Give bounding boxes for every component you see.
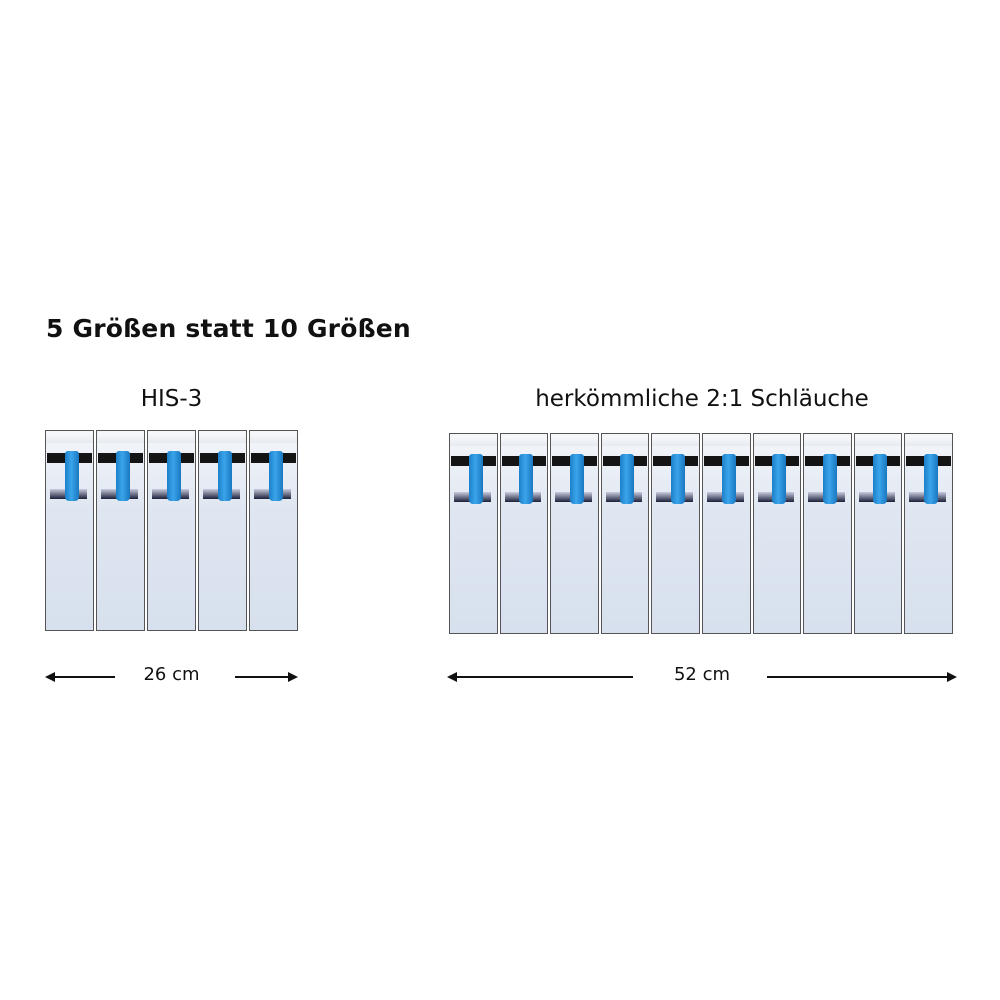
box-top <box>46 433 93 443</box>
blue-tube <box>822 454 837 504</box>
tubing-box <box>147 430 196 631</box>
blue-tube <box>519 454 534 504</box>
arrow-left-icon <box>447 672 457 682</box>
blue-tube <box>620 454 635 504</box>
tubing-box <box>803 433 852 634</box>
box-top <box>804 436 851 446</box>
blue-tube <box>873 454 888 504</box>
blue-tube <box>64 451 79 501</box>
conventional-label: herkömmliche 2:1 Schläuche <box>535 386 869 412</box>
box-top <box>500 436 548 446</box>
box-top <box>854 436 902 446</box>
box-top <box>652 436 699 446</box>
blue-tube <box>671 454 685 504</box>
measure-line <box>235 676 290 678</box>
tubing-box <box>198 430 247 631</box>
arrow-right-icon <box>288 672 298 682</box>
blue-tube <box>772 454 787 504</box>
tubing-box <box>752 433 802 634</box>
blue-tube <box>217 451 232 501</box>
box-top <box>250 433 297 443</box>
his3-label: HIS-3 <box>140 386 203 412</box>
tubing-box <box>853 433 903 634</box>
blue-tube <box>721 454 736 504</box>
tubing-box <box>600 433 650 634</box>
conventional-width-measure: 52 cm <box>447 664 957 687</box>
box-top <box>601 436 649 446</box>
box-top <box>551 436 598 446</box>
arrow-left-icon <box>45 672 55 682</box>
measure-line <box>455 676 633 678</box>
box-top <box>148 433 195 443</box>
blue-tube <box>268 451 283 501</box>
box-top <box>199 433 246 443</box>
conventional-width-text: 52 cm <box>673 664 731 685</box>
box-top <box>702 436 750 446</box>
his3-width-measure: 26 cm <box>45 664 298 687</box>
box-top <box>450 436 497 446</box>
tubing-box <box>904 433 953 634</box>
box-top <box>97 433 144 443</box>
his3-width-text: 26 cm <box>143 664 200 685</box>
blue-tube <box>115 451 130 501</box>
tubing-box <box>651 433 700 634</box>
arrow-right-icon <box>947 672 957 682</box>
measure-line <box>53 676 115 678</box>
page-title: 5 Größen statt 10 Größen <box>46 314 411 343</box>
tubing-box <box>499 433 549 634</box>
tubing-box <box>449 433 498 634</box>
tubing-box <box>701 433 751 634</box>
blue-tube <box>923 454 938 504</box>
tubing-box <box>45 430 94 631</box>
blue-tube <box>468 454 483 504</box>
box-top <box>753 436 801 446</box>
tubing-box <box>550 433 599 634</box>
tubing-box <box>96 430 145 631</box>
blue-tube <box>166 451 181 501</box>
tubing-box <box>249 430 298 631</box>
box-top <box>905 436 952 446</box>
measure-line <box>767 676 949 678</box>
conventional-boxes <box>449 433 955 634</box>
blue-tube <box>569 454 584 504</box>
his3-boxes <box>45 430 300 631</box>
